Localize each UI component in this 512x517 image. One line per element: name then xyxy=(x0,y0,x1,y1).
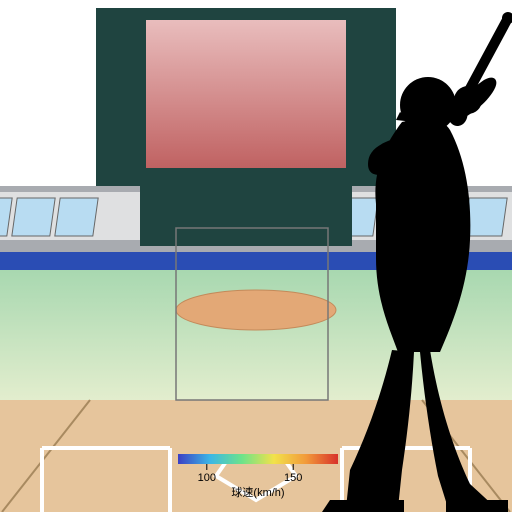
legend-tick-label: 150 xyxy=(284,472,302,484)
wall-panel xyxy=(464,198,507,236)
pitchers-mound xyxy=(176,290,336,330)
scoreboard xyxy=(96,8,396,246)
wall-panel xyxy=(12,198,55,236)
pitch-location-diagram: 100 150 球速(km/h) xyxy=(0,0,512,512)
legend-tick-label: 100 xyxy=(198,472,216,484)
wall-panel xyxy=(55,198,98,236)
legend-label: 球速(km/h) xyxy=(231,485,284,499)
scene-svg: 100 150 球速(km/h) xyxy=(0,0,512,512)
